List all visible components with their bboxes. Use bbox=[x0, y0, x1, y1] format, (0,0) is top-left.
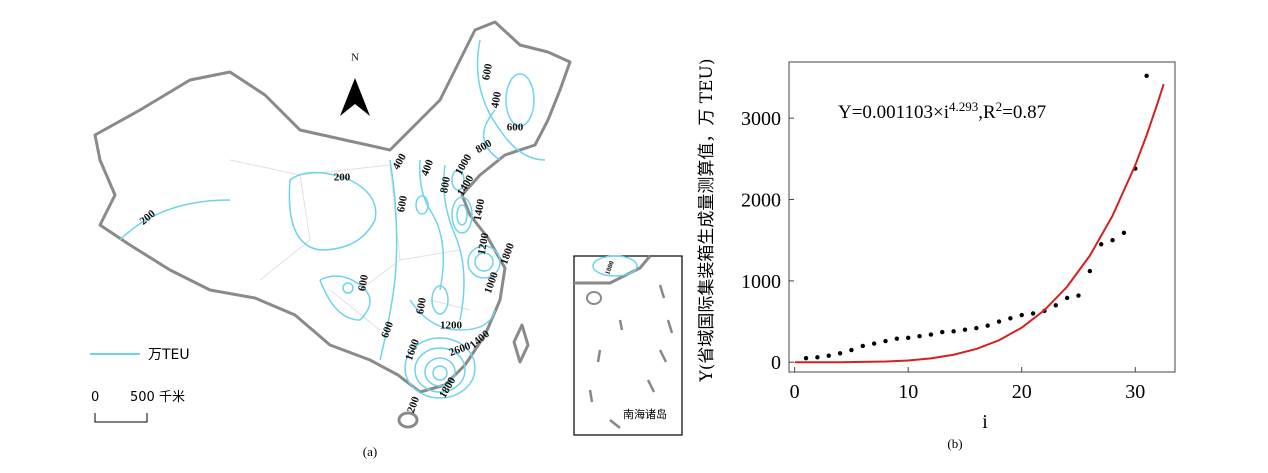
y-tick-label: 1000 bbox=[741, 271, 781, 293]
x-axis-label: i bbox=[982, 411, 988, 433]
contour-label: 1800 bbox=[603, 259, 615, 275]
data-point bbox=[1144, 73, 1149, 79]
scale-label: 500 千米 bbox=[130, 390, 185, 405]
data-point bbox=[871, 341, 877, 346]
data-point bbox=[883, 338, 888, 344]
contour-label: 200 bbox=[334, 172, 351, 184]
inset-contour bbox=[592, 255, 638, 277]
annotation-part: ,R bbox=[978, 102, 996, 123]
y-tick-label: 2000 bbox=[741, 190, 781, 212]
contour-label: 1400 bbox=[455, 173, 477, 198]
data-point bbox=[826, 353, 831, 358]
inset-hainan bbox=[586, 291, 602, 305]
data-point bbox=[1053, 303, 1058, 308]
contour-label: 800 bbox=[438, 175, 453, 194]
data-point bbox=[951, 329, 956, 334]
data-point bbox=[917, 333, 922, 339]
inset-label: 南海诸岛 bbox=[623, 407, 667, 421]
annotation-part: 4.293 bbox=[949, 99, 978, 114]
x-tick-label: 10 bbox=[898, 381, 918, 403]
x-tick-label: 0 bbox=[790, 381, 800, 403]
data-point bbox=[928, 332, 934, 337]
data-point bbox=[1030, 311, 1036, 316]
contour-label: 1400 bbox=[467, 328, 492, 352]
data-point bbox=[962, 327, 968, 332]
data-point bbox=[985, 323, 990, 328]
contour-label: 600 bbox=[507, 122, 524, 134]
contour-label: 600 bbox=[356, 273, 371, 292]
annotation-part: Y=0.001103×i bbox=[838, 102, 949, 123]
annotation-part: 2 bbox=[996, 99, 1003, 114]
contour-label: 1000 bbox=[482, 270, 501, 295]
contour-label: 1800 bbox=[498, 241, 517, 266]
data-point bbox=[996, 319, 1002, 324]
map: N 600 400 600 800 400 400 1000 800 1400 … bbox=[90, 20, 683, 459]
data-point bbox=[803, 355, 809, 361]
contour-label: 1000 bbox=[453, 152, 475, 177]
contour-label: 400 bbox=[390, 151, 409, 172]
contour-label: 400 bbox=[489, 90, 504, 109]
data-point bbox=[849, 347, 854, 353]
chart-caption: (b) bbox=[947, 436, 962, 451]
data-point bbox=[837, 351, 843, 356]
annotation: Y=0.001103×i4.293,R2=0.87 bbox=[838, 99, 1046, 124]
taiwan bbox=[512, 323, 530, 364]
contour-label: 1400 bbox=[472, 198, 488, 222]
contours bbox=[119, 39, 546, 399]
data-point bbox=[974, 325, 979, 331]
contour-label: 600 bbox=[379, 320, 396, 340]
y-tick-label: 3000 bbox=[741, 108, 781, 130]
x-tick-label: 30 bbox=[1125, 381, 1145, 403]
data-point bbox=[1019, 312, 1024, 318]
north-label: N bbox=[351, 52, 359, 64]
data-point bbox=[815, 355, 820, 360]
y-tick-label: 0 bbox=[771, 352, 781, 374]
inset-dashes bbox=[588, 284, 674, 429]
map-caption: (a) bbox=[363, 444, 377, 459]
data-point bbox=[1008, 316, 1013, 321]
fit-curve bbox=[794, 83, 1165, 364]
data-point bbox=[1110, 237, 1115, 243]
contour-label: 600 bbox=[395, 194, 410, 213]
data-point bbox=[906, 335, 911, 341]
contour-label: 400 bbox=[419, 158, 436, 178]
hainan bbox=[397, 411, 419, 429]
legend-label: 万TEU bbox=[148, 347, 190, 363]
contour-label: 1200 bbox=[440, 320, 463, 332]
data-point bbox=[1121, 230, 1127, 236]
data-point bbox=[940, 329, 945, 335]
contour-label: 600 bbox=[414, 296, 429, 315]
scale-bar bbox=[94, 413, 148, 423]
contour-label: 200 bbox=[405, 395, 422, 415]
y-axis-label: Y(省域国际集装箱生成量测算值，万 TEU) bbox=[697, 59, 717, 383]
data-point bbox=[1064, 295, 1070, 301]
country-border bbox=[93, 20, 572, 394]
data-point bbox=[1099, 242, 1104, 247]
x-tick-label: 20 bbox=[1012, 381, 1032, 403]
scale-label: 0 bbox=[91, 390, 99, 405]
data-point bbox=[860, 343, 865, 349]
plot-frame bbox=[788, 61, 1176, 373]
data-point bbox=[1076, 293, 1081, 298]
annotation-part: =0.87 bbox=[1002, 102, 1046, 123]
contour-label: 600 bbox=[480, 62, 495, 81]
contour-label: 1200 bbox=[476, 232, 492, 256]
north-arrow bbox=[340, 78, 370, 116]
inset-frame bbox=[573, 255, 683, 436]
data-point bbox=[894, 336, 900, 341]
contour-label: 200 bbox=[138, 207, 159, 227]
data-point bbox=[1087, 268, 1093, 274]
